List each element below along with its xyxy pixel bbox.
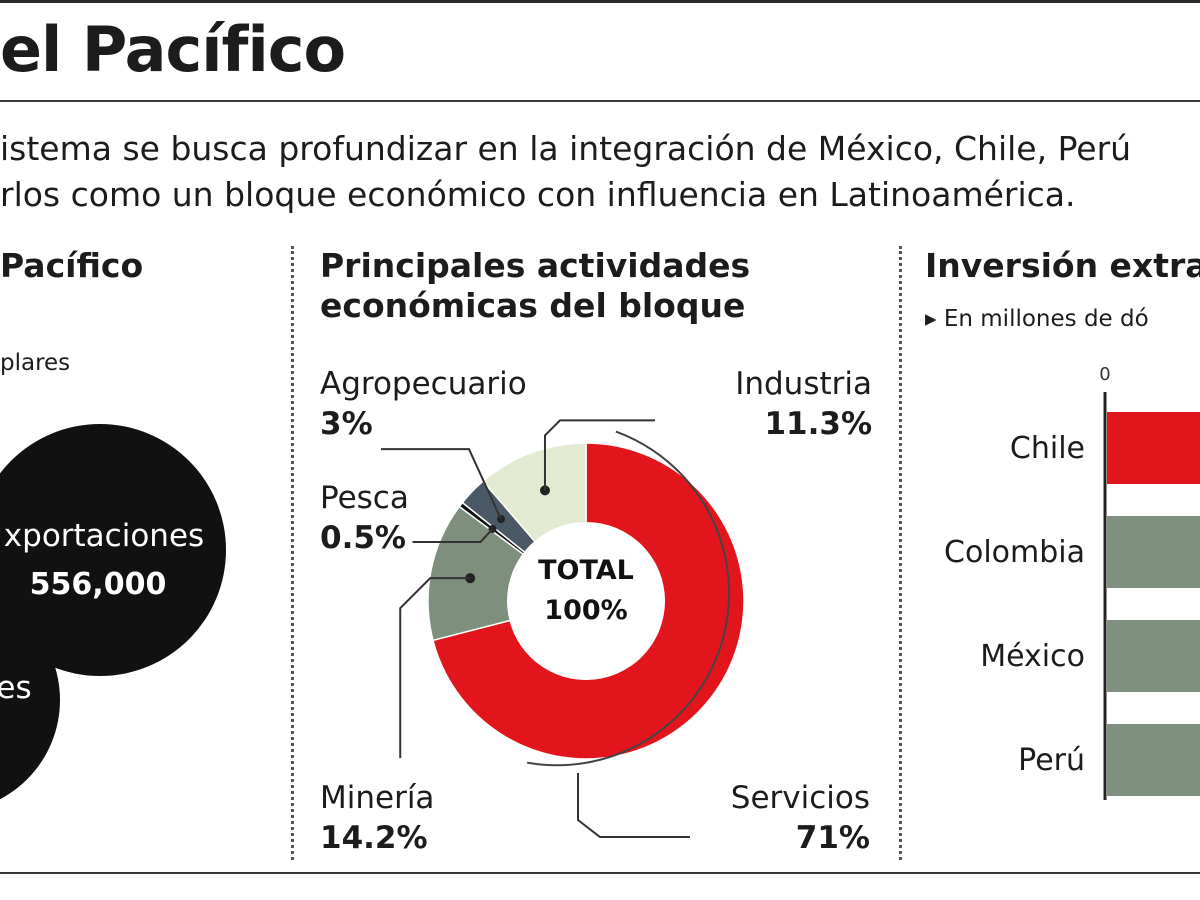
donut-leader-lines — [381, 419, 730, 838]
exports-bubble-value: 556,000 — [30, 567, 167, 602]
label-mineria: Minería 14.2% — [320, 778, 434, 858]
label-pesca: Pesca 0.5% — [320, 478, 409, 558]
right-panel-unit: ▸ En millones de dó — [925, 306, 1149, 332]
leader-line-servicios — [577, 773, 690, 838]
bar-chile — [1107, 412, 1200, 484]
exports-bubble-label: xportaciones — [4, 518, 204, 554]
bar-colombia — [1107, 516, 1200, 588]
bar-chart-bars: Chile Colombia México Perú — [944, 412, 1200, 796]
label-agropecuario-name: Agropecuario — [320, 366, 527, 402]
label-industria: Industria 11.3% — [660, 364, 872, 444]
leader-dot-agropecuario — [497, 515, 506, 524]
intro-text: istema se busca profundizar en la integr… — [0, 126, 1131, 218]
top-rule — [0, 0, 1200, 3]
page-title: el Pacífico — [0, 13, 346, 86]
label-servicios-value: 71% — [795, 820, 870, 856]
intro-line-2: rlos como un bloque económico con influe… — [0, 175, 1076, 214]
label-servicios: Servicios 71% — [660, 778, 870, 858]
middle-panel-title: Principales actividades económicas del b… — [320, 246, 750, 326]
label-industria-name: Industria — [735, 366, 872, 402]
donut-center-percent: 100% — [544, 595, 627, 626]
label-mineria-value: 14.2% — [320, 820, 428, 856]
label-agropecuario: Agropecuario 3% — [320, 364, 527, 444]
left-panel-unit: plares — [0, 350, 71, 376]
left-panel-title: Pacífico — [0, 246, 144, 285]
leader-line-industria — [543, 419, 655, 491]
label-agropecuario-value: 3% — [320, 406, 373, 442]
leader-dot-industria — [539, 485, 550, 496]
servicios-outer-arc — [527, 430, 730, 767]
imports-bubble-label: es — [0, 670, 32, 706]
bar-perú — [1107, 724, 1200, 796]
bar-méxico — [1107, 620, 1200, 692]
title-rule — [0, 100, 1200, 102]
label-pesca-value: 0.5% — [320, 520, 406, 556]
divider-right — [899, 246, 902, 860]
bar-label-perú: Perú — [1018, 743, 1085, 778]
bar-label-chile: Chile — [1010, 431, 1085, 466]
label-mineria-name: Minería — [320, 780, 435, 816]
leader-line-pesca — [412, 528, 494, 543]
x-tick-zero: 0 — [1099, 364, 1110, 385]
label-industria-value: 11.3% — [764, 406, 872, 442]
investment-bar-chart: 0 Chile Colombia México Perú — [944, 364, 1200, 800]
intro-line-1: istema se busca profundizar en la integr… — [0, 129, 1132, 168]
bar-label-méxico: México — [980, 639, 1085, 674]
right-panel-title: Inversión extra — [925, 246, 1200, 285]
exports-bubble — [0, 424, 226, 676]
middle-title-line-2: económicas del bloque — [320, 286, 746, 325]
left-bubbles: xportaciones 556,000 es — [0, 424, 226, 800]
leader-line-mineria — [399, 577, 471, 759]
divider-left — [291, 246, 294, 860]
imports-bubble — [0, 600, 60, 800]
donut-center — [507, 522, 665, 680]
bottom-rule — [0, 872, 1200, 874]
leader-line-agropecuario — [381, 448, 502, 520]
middle-title-line-1: Principales actividades — [320, 246, 751, 285]
bar-label-colombia: Colombia — [944, 535, 1085, 570]
donut-center-total: TOTAL — [538, 555, 634, 586]
label-servicios-name: Servicios — [730, 780, 870, 816]
label-pesca-name: Pesca — [320, 480, 409, 516]
activities-donut-chart: TOTAL 100% — [381, 419, 745, 838]
